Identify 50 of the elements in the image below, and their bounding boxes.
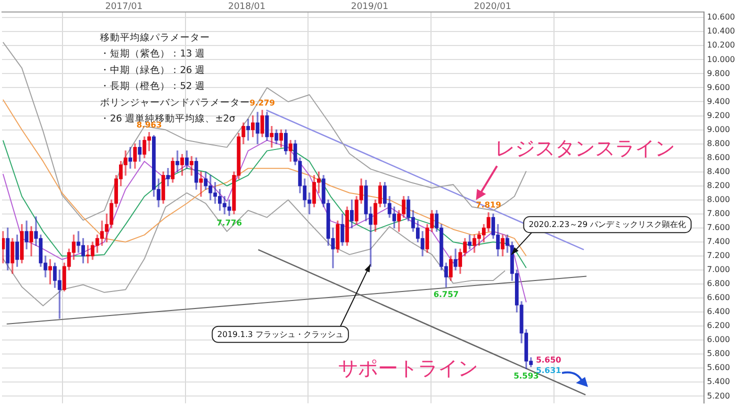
- annotation: ・中期（緑色）：26 週: [100, 64, 206, 76]
- annotation: 2020.2.23～29 パンデミックリスク顕在化: [528, 220, 686, 230]
- annotation: 7.776: [216, 218, 242, 228]
- y-tick-label: 9.800: [707, 68, 730, 78]
- y-tick-label: 5.400: [707, 377, 730, 386]
- series-label: サポートライン: [338, 356, 478, 380]
- x-tick-label: 2019/01: [350, 2, 388, 12]
- y-tick-label: 6.200: [707, 321, 730, 330]
- y-tick-label: 8.600: [707, 152, 730, 162]
- y-tick-label: 8.000: [707, 194, 730, 204]
- y-tick-label: 5.600: [707, 363, 730, 372]
- annotation: ・長期（橙色）：52 週: [100, 80, 206, 92]
- y-tick-label: 10.000: [707, 54, 735, 64]
- y-tick-label: 5.200: [707, 391, 730, 400]
- candlestick: [166, 168, 170, 186]
- annotation: 2019.1.3 フラッシュ・クラッシュ: [217, 330, 344, 339]
- x-tick-label: 2017/01: [105, 2, 143, 12]
- y-tick-label: 10.400: [707, 26, 735, 36]
- y-tick-label: 6.000: [707, 335, 730, 344]
- annotation: 7.819: [476, 200, 502, 210]
- y-tick-label: 10.600: [707, 12, 735, 22]
- annotation: 5.650: [536, 356, 562, 365]
- annotation: 9.279: [250, 98, 276, 108]
- y-tick-label: 7.600: [707, 223, 730, 232]
- y-tick-label: 5.800: [707, 349, 730, 358]
- x-tick-label: 2018/01: [228, 2, 266, 12]
- candlestick: [199, 172, 203, 197]
- y-tick-label: 7.800: [707, 208, 730, 218]
- y-tick-label: 7.200: [707, 251, 730, 260]
- x-tick-label: 2020/01: [474, 2, 512, 12]
- y-tick-label: 8.800: [707, 138, 730, 148]
- y-tick-label: 8.400: [707, 166, 730, 176]
- annotation: 移動平均線パラメーター: [100, 31, 210, 44]
- y-tick-label: 9.000: [707, 124, 730, 134]
- y-tick-label: 6.400: [707, 307, 730, 316]
- annotation: ボリンジャーバンドパラメーター: [100, 97, 250, 108]
- annotation: 5.593: [514, 372, 539, 381]
- y-tick-label: 9.600: [707, 82, 730, 92]
- y-tick-label: 6.600: [707, 293, 730, 302]
- y-tick-label: 9.200: [707, 110, 730, 120]
- y-tick-label: 6.800: [707, 279, 730, 288]
- y-tick-label: 9.400: [707, 96, 730, 106]
- y-tick-label: 7.000: [707, 265, 730, 274]
- y-tick-label: 10.200: [707, 40, 735, 50]
- candlestick: [190, 156, 194, 176]
- text: レジスタンスライン: [495, 136, 675, 160]
- annotation: 6.757: [433, 290, 459, 300]
- y-tick-label: 7.400: [707, 237, 730, 246]
- annotation: ・短期（紫色）：13 週: [100, 48, 206, 60]
- y-tick-label: 8.200: [707, 180, 730, 190]
